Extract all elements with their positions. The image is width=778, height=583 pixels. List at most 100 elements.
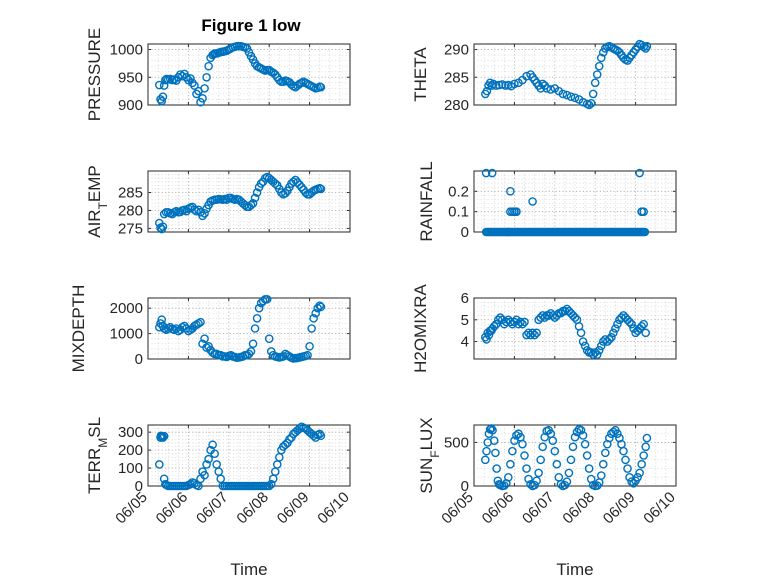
data-point: [202, 72, 211, 82]
data-point: [487, 168, 497, 178]
axes-box: [147, 43, 351, 106]
data-point: [208, 440, 217, 450]
data-point: [532, 328, 541, 338]
subplot-rainfall: 0 0.1 0.2 RAINFALL: [417, 161, 677, 242]
data-point: [520, 451, 529, 460]
data-point: [605, 335, 614, 344]
data-point: [588, 89, 598, 99]
data-point: [182, 324, 191, 333]
data-point: [510, 79, 519, 89]
data-point: [281, 440, 290, 450]
data-point: [192, 206, 201, 216]
data-point: [279, 352, 288, 361]
axes-box: [473, 170, 677, 233]
y-tick-label: 100: [118, 460, 143, 477]
data-point: [607, 332, 616, 342]
x-tick-label: 06/06: [153, 489, 192, 528]
data-point: [186, 74, 195, 83]
data-point: [627, 477, 636, 486]
y-tick-label: 0.1: [448, 204, 469, 221]
data-point: [596, 341, 606, 351]
x-tick-label: 06/10: [314, 489, 353, 528]
data-point: [315, 429, 325, 439]
data-point: [580, 439, 590, 449]
x-tick-label: 06/05: [438, 489, 477, 528]
subplot-theta: 280 285 290 THETA: [411, 39, 677, 114]
y-tick-label: 4: [461, 334, 469, 351]
data-point: [198, 211, 207, 221]
data-point: [633, 472, 642, 482]
data-point: [637, 322, 646, 331]
data-point: [481, 455, 490, 465]
data-point: [611, 324, 620, 333]
data-point: [254, 303, 264, 313]
data-point: [301, 188, 310, 197]
data-point: [534, 468, 543, 478]
y-tick-label: 280: [118, 202, 143, 219]
data-point: [158, 92, 168, 101]
data-point: [481, 168, 491, 178]
x-tick-label: 06/08: [559, 489, 598, 528]
y-tick-label: 0: [461, 478, 469, 495]
data-point: [270, 179, 280, 188]
data-point: [609, 328, 618, 338]
data-point: [642, 433, 652, 443]
data-point: [582, 451, 592, 460]
data-point: [506, 459, 515, 469]
data-point: [240, 200, 250, 210]
data-point: [492, 464, 501, 473]
data-point: [244, 349, 254, 359]
data-point: [157, 96, 167, 106]
data-point: [588, 350, 598, 359]
data-point: [488, 425, 497, 435]
data-point: [613, 429, 622, 439]
data-point: [493, 315, 503, 325]
data-point: [200, 209, 209, 218]
data-point: [594, 345, 604, 355]
data-point: [625, 317, 634, 327]
x-axis-label: Time: [230, 560, 267, 579]
data-point: [601, 448, 610, 458]
data-point: [155, 460, 164, 469]
y-axis-label: THETA: [411, 47, 430, 102]
data-point: [180, 321, 189, 331]
x-tick-label: 06/09: [274, 489, 313, 528]
data-point: [489, 322, 499, 331]
data-point: [580, 341, 590, 351]
data-point: [484, 330, 494, 340]
data-point: [504, 227, 513, 237]
data-point: [506, 187, 515, 196]
y-tick-label: 275: [118, 220, 143, 237]
data-point: [639, 319, 648, 329]
data-point: [281, 188, 290, 198]
data-point: [248, 339, 258, 349]
data-point: [522, 464, 531, 473]
data-point: [518, 319, 527, 329]
data-point: [552, 459, 562, 469]
data-point: [548, 436, 558, 445]
data-point: [198, 94, 207, 103]
data-point: [200, 334, 209, 343]
x-axis-label: Time: [556, 560, 593, 579]
data-point: [538, 442, 547, 452]
data-point: [639, 451, 648, 460]
data-point: [584, 100, 594, 110]
y-axis-label: RAINFALL: [417, 161, 436, 241]
y-tick-label: 5: [461, 312, 469, 329]
data-point: [202, 460, 211, 469]
data-point: [504, 472, 513, 482]
data-point: [550, 446, 560, 456]
data-point: [516, 317, 525, 327]
data-point: [640, 227, 650, 237]
data-point: [194, 205, 203, 215]
data-point: [566, 92, 576, 101]
data-point: [487, 424, 496, 433]
data-point: [562, 477, 572, 486]
y-tick-label: 300: [118, 424, 143, 441]
data-point: [264, 481, 274, 491]
data-point: [307, 324, 316, 333]
data-point: [592, 350, 602, 359]
data-point: [311, 308, 320, 318]
data-point: [204, 454, 213, 464]
